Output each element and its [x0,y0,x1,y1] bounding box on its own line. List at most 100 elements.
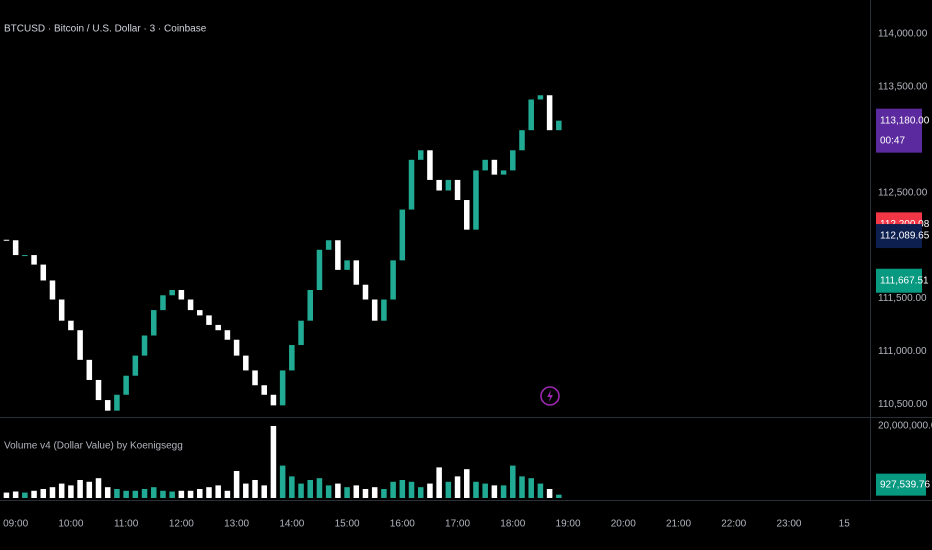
candle [335,240,341,270]
candle [491,159,498,175]
candle [261,385,267,395]
y-tick-label: 111,000.00 [878,346,927,357]
volume-bar [445,481,452,498]
x-tick-label: 17:00 [445,519,470,530]
candle [243,355,249,371]
volume-bar [417,487,424,498]
volume-bar [169,491,175,498]
volume-bar [482,483,488,498]
volume-bar [77,479,83,498]
volume-bar [362,488,369,498]
candle [307,289,314,321]
volume-bar [316,478,323,498]
price-label: 111,667.51 [880,275,929,286]
candle [169,289,175,296]
volume-bar [233,470,240,498]
volume-bar [289,476,295,498]
volume-bar [519,476,525,498]
candle [546,95,553,131]
candle [206,315,212,325]
candle [325,240,332,250]
x-tick-label: 19:00 [556,519,581,530]
volume-bar [390,481,396,498]
x-tick-label: 12:00 [169,519,194,530]
x-tick-label: 21:00 [666,519,691,530]
volume-label-box [876,473,926,496]
candle [68,320,74,331]
candle [150,310,157,336]
volume-bar [325,485,332,498]
candle [556,120,562,131]
chart-title: BTCUSD · Bitcoin / U.S. Dollar · 3 · Coi… [4,24,207,35]
candle [178,289,185,300]
volume-bar [473,481,479,498]
price-label-box [876,268,922,293]
volume-bar [150,487,157,498]
candle [427,150,433,180]
x-tick-label: 23:00 [776,519,801,530]
volume-bar [215,485,221,498]
candle [224,330,231,340]
x-tick-label: 15 [839,519,851,530]
candle [289,345,295,371]
candle [473,170,479,230]
volume-bar [178,490,185,498]
candle [197,310,203,316]
volume-bar [279,465,286,498]
volume-bar [528,478,534,498]
volume-bar [86,481,93,498]
volume-bar [123,490,129,498]
candle [86,359,93,380]
candle [31,255,37,265]
volume-bar [197,488,203,498]
volume-bar [546,488,553,498]
volume-bar [132,490,139,498]
volume-bar [454,476,461,498]
volume-bar [261,485,267,498]
candle [399,209,406,261]
volume-bar [49,487,56,498]
volume-bar [381,488,387,498]
x-tick-label: 11:00 [114,519,139,530]
candle [436,179,442,191]
candle [114,394,120,411]
volume-bar [270,425,277,498]
y-tick-label: 110,500.00 [878,399,928,410]
x-tick-label: 09:00 [3,519,28,530]
volume-bar [500,485,507,498]
candle [252,370,258,386]
volume-bar [464,469,470,498]
candle [316,249,323,290]
x-tick-label: 20:00 [611,519,636,530]
volume-bar [3,492,10,498]
volume-bar [491,485,498,498]
candle [298,320,304,346]
candle [519,130,525,151]
candle [417,150,424,160]
x-tick-label: 10:00 [58,519,83,530]
volume-bar [344,487,350,498]
volume-bar [556,494,562,498]
volume-bar [141,488,148,498]
alert-icon[interactable] [540,386,560,406]
price-label-box [876,224,922,249]
y-tick-label: 111,500.00 [878,293,927,304]
volume-bar [427,483,433,498]
candle [353,260,360,285]
x-tick-label: 13:00 [224,519,249,530]
candle [371,299,378,321]
candle [344,260,350,270]
candle [270,394,277,406]
volume-bar [104,487,111,498]
candle [445,179,452,191]
candle [482,159,488,171]
volume-bar [58,483,65,498]
y-tick-label: 113,500.00 [878,81,928,92]
volume-bar [243,483,249,498]
volume-bar [436,467,442,498]
volume-bar [537,483,544,498]
candle [362,284,369,300]
candle [160,295,166,311]
candle [215,324,221,331]
